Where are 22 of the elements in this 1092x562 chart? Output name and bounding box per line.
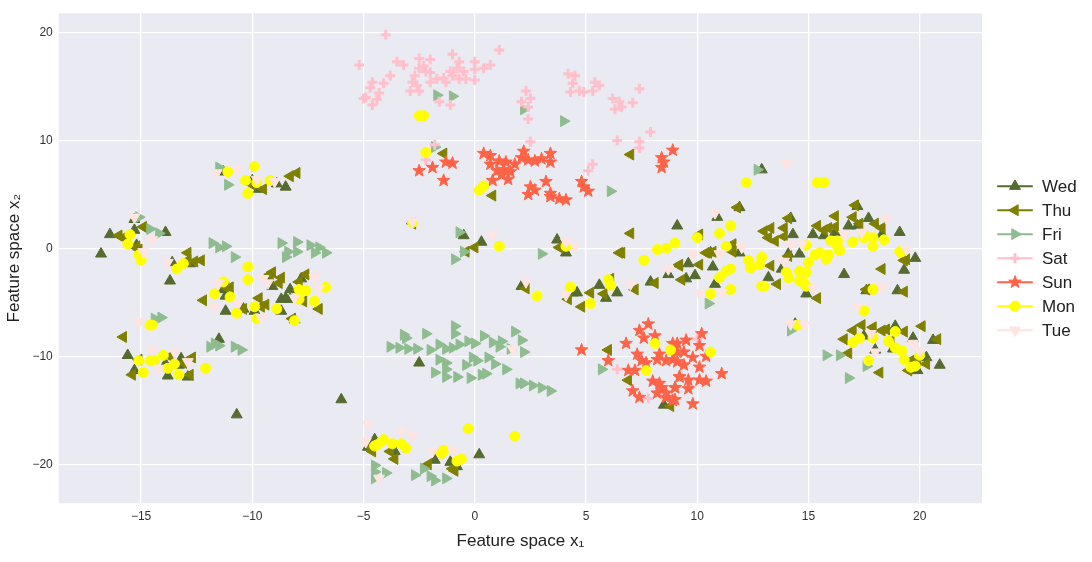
y-tick-label: −20 xyxy=(32,456,54,471)
x-tick-label: 15 xyxy=(801,508,816,523)
y-tick-label: 10 xyxy=(39,132,54,147)
x-tick-label: −10 xyxy=(242,508,263,523)
y-axis-title: Feature space x₂ xyxy=(3,193,23,323)
legend-label: Tue xyxy=(1042,320,1071,340)
x-tick-label: −5 xyxy=(356,508,371,523)
y-tick-label: 0 xyxy=(46,240,54,255)
legend-label: Wed xyxy=(1042,176,1077,196)
legend-label: Fri xyxy=(1042,224,1062,244)
x-tick-label: −15 xyxy=(130,508,152,523)
legend-label: Mon xyxy=(1042,296,1076,316)
y-tick-label: −10 xyxy=(32,348,54,363)
x-tick-label: 20 xyxy=(913,508,927,523)
x-tick-label: 5 xyxy=(582,508,590,523)
legend-label: Sun xyxy=(1042,272,1073,292)
legend-label: Sat xyxy=(1042,248,1068,268)
y-tick-label: 20 xyxy=(39,24,54,39)
legend-label: Thu xyxy=(1042,200,1072,220)
x-axis-title: Feature space x₁ xyxy=(456,531,585,551)
x-tick-label: 0 xyxy=(471,508,479,523)
x-tick-label: 10 xyxy=(690,508,705,523)
